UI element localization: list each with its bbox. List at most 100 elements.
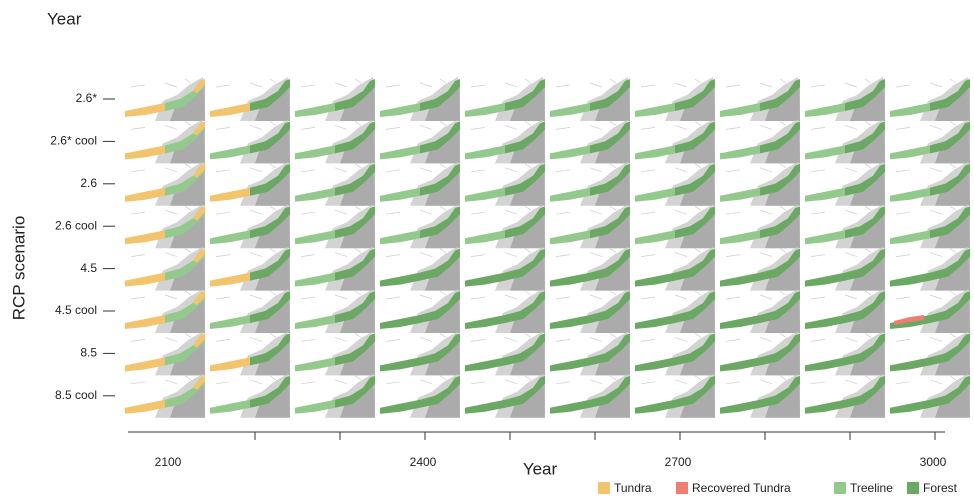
coast-lines <box>726 121 786 129</box>
coast-lines <box>726 164 786 172</box>
coast-lines <box>471 121 531 129</box>
map-thumbnail <box>125 204 205 248</box>
legend-label: Tundra <box>614 481 652 495</box>
coast-lines <box>811 333 871 341</box>
coast-lines <box>896 376 956 384</box>
map-thumbnail <box>890 289 970 333</box>
y-tick-label: 2.6* cool <box>50 134 97 148</box>
map-thumbnail <box>550 374 630 418</box>
coast-lines <box>471 333 531 341</box>
y-tick-label: 8.5 <box>80 346 97 360</box>
map-thumbnail <box>720 331 800 375</box>
map-thumbnail <box>720 119 800 163</box>
coast-lines <box>896 333 956 341</box>
coast-lines <box>301 79 361 87</box>
coast-lines <box>896 291 956 299</box>
map-thumbnail <box>550 331 630 375</box>
map-thumbnail <box>805 247 885 291</box>
map-thumbnail <box>890 374 970 418</box>
coast-lines <box>556 376 616 384</box>
coast-lines <box>301 333 361 341</box>
coast-lines <box>556 79 616 87</box>
coast-lines <box>216 121 276 129</box>
coast-lines <box>811 206 871 214</box>
coast-lines <box>641 376 701 384</box>
coast-lines <box>641 333 701 341</box>
legend-swatch <box>834 482 846 494</box>
coast-lines <box>386 376 446 384</box>
coast-lines <box>471 376 531 384</box>
map-thumbnail <box>805 162 885 206</box>
map-thumbnail <box>635 204 715 248</box>
map-thumbnail <box>720 289 800 333</box>
map-thumbnail <box>890 119 970 163</box>
map-thumbnail <box>635 77 715 121</box>
map-thumbnail <box>465 162 545 206</box>
map-thumbnail <box>210 289 290 333</box>
coast-lines <box>301 376 361 384</box>
coast-lines <box>726 291 786 299</box>
y-tick-label: 2.6* <box>76 91 98 105</box>
coast-lines <box>216 376 276 384</box>
map-thumbnail <box>720 77 800 121</box>
coast-lines <box>896 121 956 129</box>
map-thumbnail <box>890 204 970 248</box>
coast-lines <box>896 206 956 214</box>
map-thumbnail <box>210 77 290 121</box>
map-thumbnail <box>550 247 630 291</box>
coast-lines <box>556 206 616 214</box>
map-thumbnail <box>635 119 715 163</box>
coast-lines <box>386 249 446 257</box>
map-thumbnail <box>635 289 715 333</box>
map-thumbnail <box>125 77 205 121</box>
map-thumbnail <box>465 247 545 291</box>
legend-swatch <box>676 482 688 494</box>
map-thumbnail <box>210 162 290 206</box>
x-tick-label: 2100 <box>155 455 182 469</box>
legend-swatch <box>598 482 610 494</box>
y-tick-label: 2.6 <box>80 176 97 190</box>
map-thumbnail <box>125 331 205 375</box>
coast-lines <box>301 121 361 129</box>
y-axis-label: RCP scenario <box>9 216 28 321</box>
map-thumbnail <box>380 374 460 418</box>
y-tick-label: 8.5 cool <box>55 388 97 402</box>
coast-lines <box>641 121 701 129</box>
map-thumbnail <box>380 289 460 333</box>
coast-lines <box>216 249 276 257</box>
map-thumbnail <box>380 162 460 206</box>
map-thumbnail <box>720 204 800 248</box>
coast-lines <box>811 164 871 172</box>
coast-lines <box>131 376 191 384</box>
coast-lines <box>216 79 276 87</box>
map-thumbnail <box>550 204 630 248</box>
coast-lines <box>131 333 191 341</box>
map-thumbnail <box>635 162 715 206</box>
coast-lines <box>726 333 786 341</box>
map-thumbnail <box>125 247 205 291</box>
coast-lines <box>471 164 531 172</box>
map-thumbnail <box>805 77 885 121</box>
map-thumbnail <box>720 162 800 206</box>
coast-lines <box>556 164 616 172</box>
map-thumbnail <box>805 374 885 418</box>
coast-lines <box>216 164 276 172</box>
legend-label: Forest <box>923 481 958 495</box>
coast-lines <box>726 376 786 384</box>
map-thumbnail <box>210 204 290 248</box>
map-thumbnail <box>890 331 970 375</box>
coast-lines <box>556 291 616 299</box>
coast-lines <box>896 249 956 257</box>
legend-label: Recovered Tundra <box>692 481 791 495</box>
y-tick-label: 4.5 <box>80 261 97 275</box>
map-thumbnail <box>380 247 460 291</box>
map-thumbnail <box>465 119 545 163</box>
map-thumbnail <box>295 119 375 163</box>
map-thumbnail <box>380 119 460 163</box>
map-thumbnail <box>720 374 800 418</box>
coast-lines <box>471 206 531 214</box>
coast-lines <box>386 164 446 172</box>
coast-lines <box>131 164 191 172</box>
coast-lines <box>471 291 531 299</box>
map-thumbnail <box>550 119 630 163</box>
